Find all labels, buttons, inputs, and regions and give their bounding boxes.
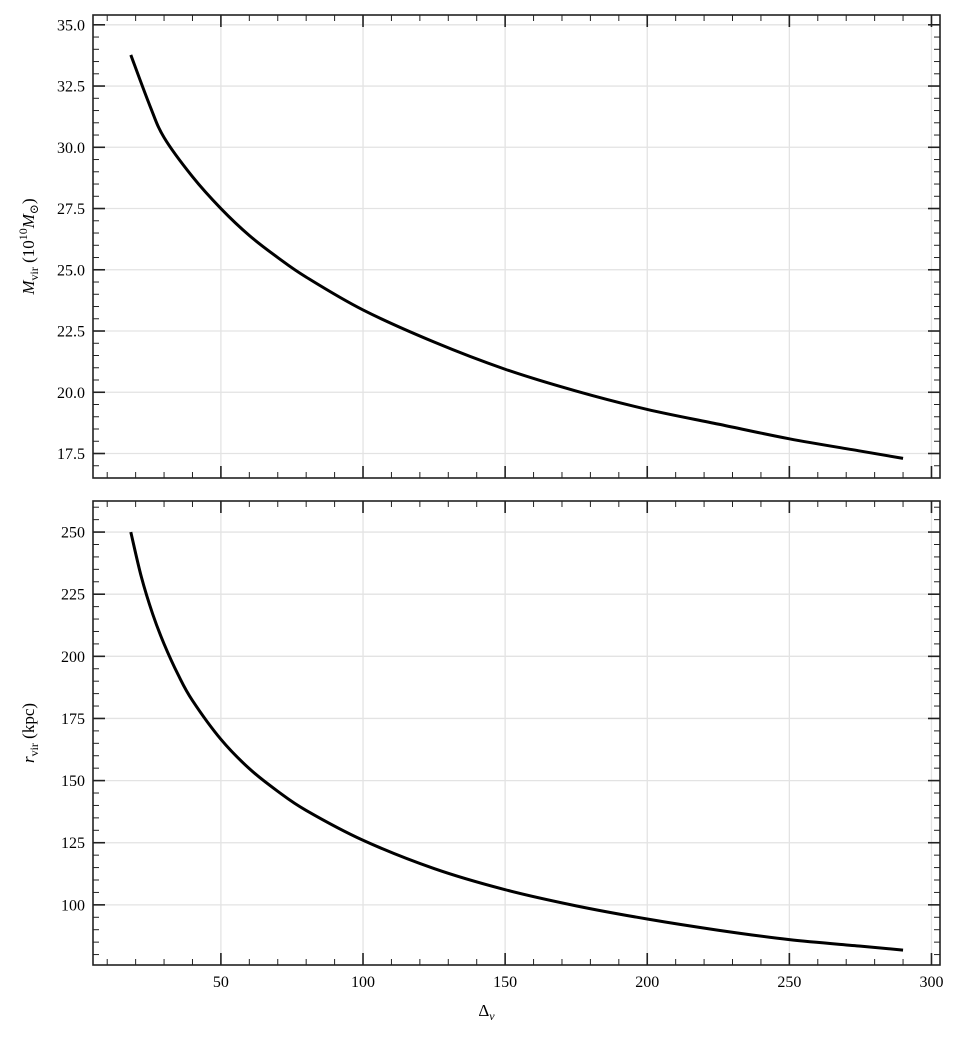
grid-lines [93,15,940,478]
x-tick-label: 150 [493,974,517,991]
x-tick-label: 250 [777,974,801,991]
x-tick-label: 200 [635,974,659,991]
y-tick-label: 32.5 [57,79,85,96]
x-tick-label: 300 [919,974,943,991]
y-tick-label: 200 [61,649,85,666]
x-axis-label: Δv [478,1001,495,1023]
grid-lines [93,501,940,965]
y-tick-label: 125 [61,835,85,852]
y-tick-label: 22.5 [57,324,85,341]
x-tick-label: 100 [351,974,375,991]
y-tick-label: 35.0 [57,17,85,34]
y-tick-label: 27.5 [57,201,85,218]
y-tick-label: 17.5 [57,446,85,463]
y-tick-label: 250 [61,525,85,542]
axis-ticks [93,15,940,479]
data-curve-r-vir [129,531,904,952]
y-axis-label: Mvir (1010M⊙) [16,198,41,295]
axes-frame [92,14,941,479]
top-panel-mvir: 17.5 20.0 22.5 25.0 27.5 30.0 32.5 35.0 Mvir (10… [16,14,941,479]
data-curve-m-vir [129,54,904,460]
axes-frame [92,500,941,966]
y-axis-label: rvir (kpc) [19,703,41,763]
y-tick-label: 20.0 [57,385,85,402]
axis-ticks [93,501,940,965]
y-tick-label: 100 [61,897,85,914]
x-tick-label: 50 [213,974,229,991]
y-tick-label: 175 [61,711,85,728]
bottom-panel-rvir: 100 125 150 175 200 225 250 50 100 150 200 250 300 rv… [19,500,943,1023]
y-tick-label: 25.0 [57,262,85,279]
y-tick-label: 30.0 [57,140,85,157]
y-tick-label: 150 [61,773,85,790]
y-tick-label: 225 [61,587,85,604]
